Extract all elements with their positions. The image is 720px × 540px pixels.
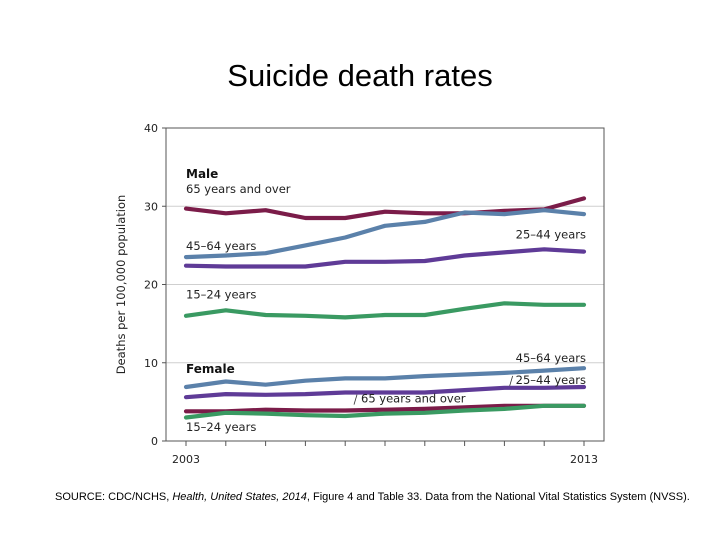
group-label: Female <box>186 362 235 376</box>
gridlines <box>166 205 604 364</box>
y-tick-label: 30 <box>144 200 158 213</box>
series-label: 65 years and over <box>361 392 466 406</box>
chart-title: Suicide death rates <box>227 58 493 93</box>
label-leader <box>509 375 514 386</box>
series-label: 45–64 years <box>186 239 256 253</box>
label-leader <box>353 394 358 405</box>
y-axis-label: Deaths per 100,000 population <box>114 195 128 375</box>
series-line <box>183 301 587 320</box>
series-line <box>183 247 587 269</box>
series-label: 15–24 years <box>186 288 256 302</box>
series-label: 65 years and over <box>186 182 291 196</box>
series-label: 25–44 years <box>516 227 586 241</box>
series-line <box>183 384 587 400</box>
series-lines <box>183 196 587 420</box>
y-tick-label: 0 <box>151 435 158 448</box>
series-label: 25–44 years <box>516 373 586 387</box>
group-label: Male <box>186 167 218 181</box>
series-line <box>183 196 587 221</box>
series-label: 15–24 years <box>186 420 256 434</box>
source-suffix: , Figure 4 and Table 33. Data from the N… <box>306 491 690 503</box>
series-line <box>183 403 587 420</box>
series-label: 45–64 years <box>516 351 586 365</box>
axes: 0 10 20 30 40 2003 2013 Deaths per 100,000 popu… <box>114 122 598 466</box>
y-tick-label: 40 <box>144 122 158 135</box>
series-line <box>183 366 587 390</box>
y-tick-label: 20 <box>144 279 158 292</box>
source-prefix: SOURCE: CDC/NCHS, <box>55 491 173 503</box>
y-tick-label: 10 <box>144 357 158 370</box>
series-labels: Male Female 65 years and over 45–64 years 25… <box>186 167 586 434</box>
source-note: SOURCE: CDC/NCHS, Health, United States,… <box>55 491 695 504</box>
source-publication: Health, United States, 2014 <box>172 491 307 503</box>
x-tick-label: 2003 <box>172 453 200 466</box>
series-line <box>183 208 587 260</box>
x-tick-label: 2013 <box>570 453 598 466</box>
